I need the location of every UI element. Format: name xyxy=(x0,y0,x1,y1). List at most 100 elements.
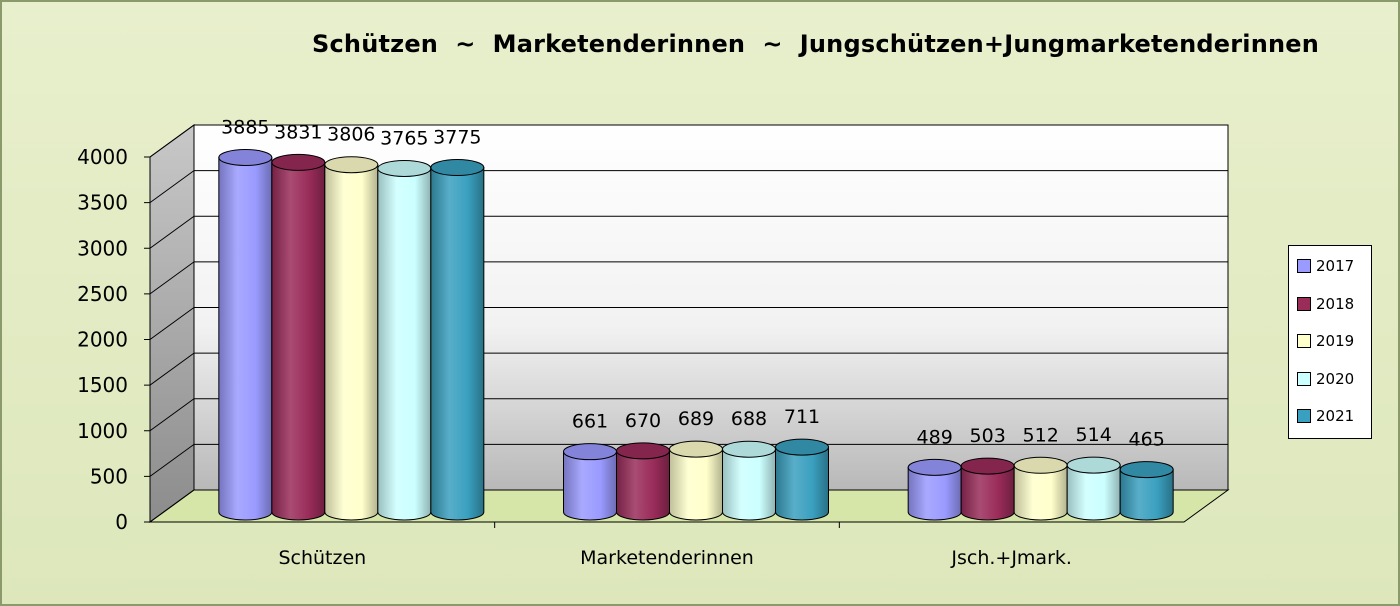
data-label: 3806 xyxy=(327,124,375,146)
bar-body xyxy=(960,465,1015,521)
bar xyxy=(1066,456,1121,521)
y-tick-label: 500 xyxy=(90,464,128,488)
data-label: 688 xyxy=(731,408,767,430)
gridline-side xyxy=(149,170,195,204)
bar-body xyxy=(271,161,326,521)
bar xyxy=(563,443,617,521)
bar-body xyxy=(907,466,962,521)
bar-cap xyxy=(1119,461,1174,479)
data-label: 3831 xyxy=(274,121,322,143)
legend-label: 2017 xyxy=(1316,257,1355,275)
y-tick-label: 2000 xyxy=(77,328,128,352)
chart-title: Schützen ~ Marketenderinnen ~ Jungschütz… xyxy=(312,30,1320,58)
bar-body xyxy=(669,448,723,521)
y-tick-label: 4000 xyxy=(77,145,128,169)
bar xyxy=(907,458,962,521)
bar-cap xyxy=(218,148,273,166)
data-label: 3765 xyxy=(380,127,428,149)
y-tick-label: 0 xyxy=(115,510,128,534)
x-tick-label: Schützen xyxy=(278,547,366,569)
legend-swatch xyxy=(1297,296,1311,311)
legend-item: 2019 xyxy=(1297,331,1369,351)
bar-body xyxy=(218,156,273,521)
bar-body xyxy=(775,446,829,521)
bar xyxy=(669,440,723,521)
bar xyxy=(722,440,776,521)
bar xyxy=(616,442,670,521)
legend-label: 2018 xyxy=(1316,294,1355,313)
legend-item: 2017 xyxy=(1297,256,1369,276)
y-tick-label: 3500 xyxy=(77,191,128,215)
bar-cap xyxy=(616,442,670,460)
bar-cap xyxy=(1066,456,1121,474)
bar-cap xyxy=(377,159,432,177)
gridline-side xyxy=(149,124,195,158)
data-label: 503 xyxy=(970,425,1006,447)
bar xyxy=(960,457,1015,521)
bar-body xyxy=(324,164,379,521)
legend-item: 2018 xyxy=(1297,294,1369,314)
data-label: 465 xyxy=(1129,429,1165,451)
bar-cap xyxy=(1013,456,1068,474)
bar xyxy=(1013,456,1068,521)
bar-cap xyxy=(430,159,485,177)
data-label: 3775 xyxy=(433,127,481,149)
bar xyxy=(377,159,432,521)
bar-body xyxy=(616,450,670,521)
legend-label: 2019 xyxy=(1316,332,1355,350)
bar-cap xyxy=(775,438,829,456)
data-label: 670 xyxy=(625,410,661,432)
bar-body xyxy=(377,167,432,521)
y-tick-label: 3000 xyxy=(77,236,128,260)
data-label: 711 xyxy=(784,406,820,428)
bar-cap xyxy=(907,458,962,476)
legend-item: 2020 xyxy=(1297,369,1369,389)
legend-label: 2020 xyxy=(1316,369,1355,388)
bar-cap xyxy=(563,443,617,461)
data-label: 661 xyxy=(572,411,608,433)
gridline-side xyxy=(149,489,195,523)
bar-body xyxy=(722,448,776,521)
legend-swatch xyxy=(1297,334,1311,348)
gridline-side xyxy=(149,307,195,340)
gridline-side xyxy=(149,443,195,477)
gridline-side xyxy=(149,398,195,432)
data-label: 3885 xyxy=(221,116,269,138)
y-tick-label: 1500 xyxy=(77,373,128,397)
legend-swatch xyxy=(1297,409,1311,423)
data-label: 689 xyxy=(678,408,714,430)
data-label: 512 xyxy=(1023,424,1059,446)
bar xyxy=(271,153,326,521)
gridline-side xyxy=(149,261,195,295)
bar xyxy=(1119,461,1174,521)
gridline-side xyxy=(149,215,195,249)
x-tick-label: Marketenderinnen xyxy=(580,547,754,569)
bar xyxy=(324,156,379,521)
y-tick-label: 2500 xyxy=(77,282,128,306)
bar-cap xyxy=(324,156,379,174)
x-tick-label: Jsch.+Jmark. xyxy=(950,547,1072,569)
legend: 2017 2018 2019 2020 2021 xyxy=(1288,245,1372,439)
bar-cap xyxy=(960,457,1015,475)
bar xyxy=(775,438,829,521)
bar-cap xyxy=(669,440,723,458)
legend-swatch xyxy=(1297,259,1311,273)
y-tick-label: 1000 xyxy=(77,419,128,443)
bar-body xyxy=(1119,469,1174,521)
bar xyxy=(430,159,485,521)
data-label: 489 xyxy=(917,426,953,448)
legend-item: 2021 xyxy=(1297,406,1369,426)
bar-cap xyxy=(722,440,776,458)
bar-body xyxy=(1013,464,1068,521)
bar-body xyxy=(563,451,617,521)
bar-body xyxy=(430,167,485,521)
legend-swatch xyxy=(1297,371,1311,386)
gridline-side xyxy=(149,352,195,386)
bar-cap xyxy=(271,153,326,171)
bar xyxy=(218,148,273,521)
data-label: 514 xyxy=(1076,424,1112,446)
bar-body xyxy=(1066,464,1121,521)
legend-label: 2021 xyxy=(1316,407,1355,425)
